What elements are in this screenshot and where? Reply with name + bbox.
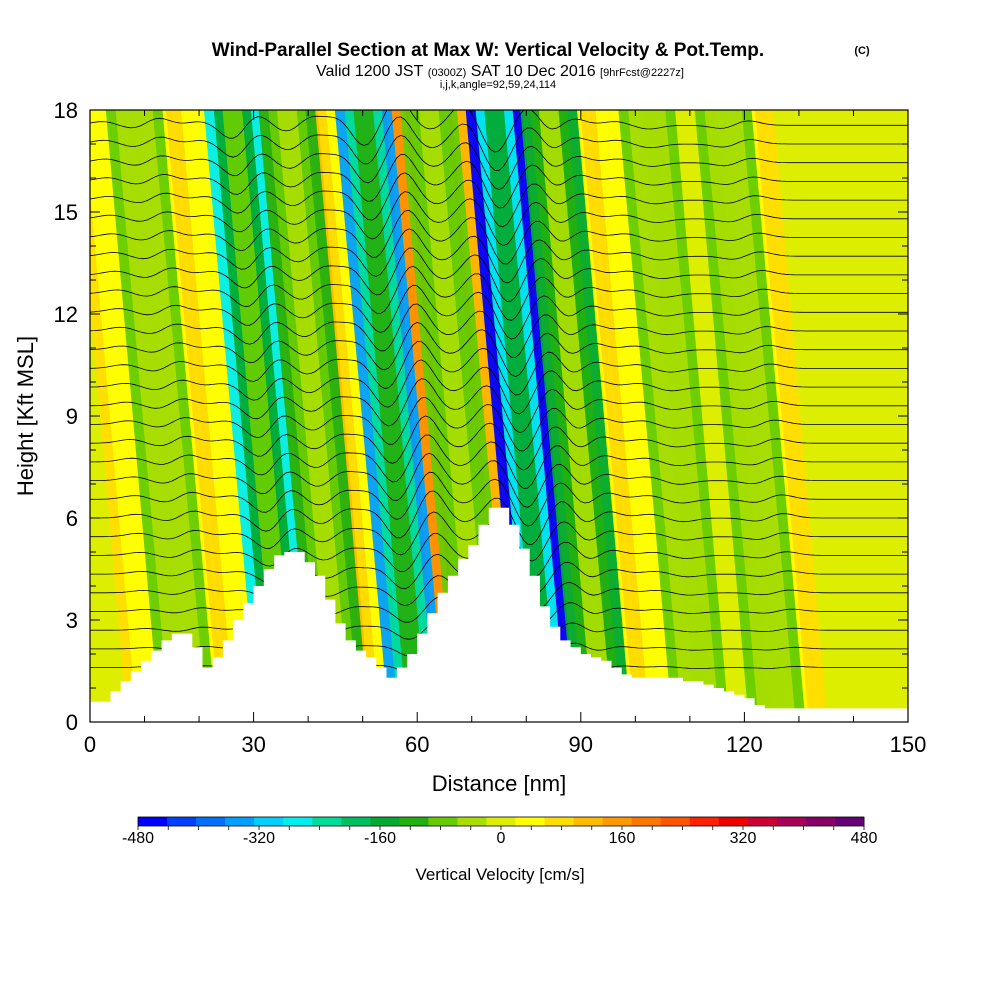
- isentrope-line: [90, 303, 908, 358]
- colorbar-swatch: [254, 817, 284, 826]
- colorbar-swatch: [660, 817, 691, 826]
- chart-subtitle: Valid 1200 JST (0300Z) SAT 10 Dec 2016 […: [316, 63, 684, 80]
- subtitle-forecast: [9hrFcst@2227z]: [600, 67, 684, 79]
- colorbar-tick-label: 160: [609, 830, 636, 847]
- isentrope-line: [90, 359, 908, 415]
- colorbar: -480 -320 -160 0 160 320 480: [122, 816, 878, 847]
- x-tick-label: 120: [726, 732, 763, 757]
- y-axis: 0 3 6 9 12 15 18: [54, 98, 908, 735]
- velocity-band: [538, 110, 613, 722]
- velocity-band: [704, 110, 796, 722]
- velocity-band: [277, 110, 351, 722]
- chart-title-mark: (C): [854, 45, 870, 57]
- x-axis: 0 30 60 90 120 150: [84, 110, 926, 757]
- colorbar-swatch: [631, 817, 662, 826]
- colorbar-swatch: [428, 817, 458, 826]
- isentrope-line: [90, 452, 908, 508]
- colorbar-swatch: [283, 817, 313, 826]
- y-tick-label: 18: [54, 98, 78, 123]
- colorbar-swatch: [486, 817, 516, 826]
- colorbar-swatch: [747, 817, 778, 826]
- isentrope-line: [90, 396, 908, 452]
- isentrope-line: [90, 191, 908, 247]
- colorbar-swatch: [399, 817, 429, 826]
- isentrope-line: [90, 434, 908, 489]
- colorbar-swatch: [225, 817, 255, 826]
- colorbar-swatch: [457, 817, 487, 826]
- y-tick-label: 3: [66, 608, 78, 633]
- colorbar-swatch: [573, 817, 604, 826]
- plot-area: [90, 110, 908, 722]
- colorbar-swatch: [167, 817, 197, 826]
- isentrope-line: [90, 284, 908, 340]
- subtitle-valid: Valid 1200 JST: [316, 63, 424, 80]
- colorbar-swatch: [718, 817, 749, 826]
- colorbar-tick-label: -320: [243, 830, 275, 847]
- x-tick-label: 0: [84, 732, 96, 757]
- colorbar-swatch: [805, 817, 836, 826]
- y-axis-label: Height [Kft MSL]: [13, 336, 38, 496]
- y-tick-label: 9: [66, 404, 78, 429]
- isentrope-line: [90, 116, 908, 171]
- isentrope-line: [90, 415, 908, 471]
- colorbar-label: Vertical Velocity [cm/s]: [415, 865, 584, 884]
- colorbar-swatch: [138, 817, 168, 826]
- y-tick-label: 6: [66, 506, 78, 531]
- colorbar-tick-label: 480: [851, 830, 878, 847]
- colorbar-swatch: [689, 817, 720, 826]
- isentrope-line: [90, 247, 908, 302]
- terrain: [90, 507, 908, 722]
- y-tick-label: 12: [54, 302, 78, 327]
- isentrope-line: [90, 471, 908, 527]
- x-tick-label: 150: [890, 732, 927, 757]
- colorbar-tick-label: 0: [497, 830, 506, 847]
- isentrope-line: [90, 321, 908, 378]
- colorbar-swatch: [602, 817, 633, 826]
- velocity-band: [115, 110, 207, 722]
- x-tick-label: 90: [569, 732, 593, 757]
- x-tick-label: 30: [241, 732, 265, 757]
- isentrope-line: [90, 265, 908, 321]
- colorbar-tick-label: -160: [364, 830, 396, 847]
- isentrope-line: [90, 378, 908, 434]
- chart-title: Wind-Parallel Section at Max W: Vertical…: [212, 40, 764, 61]
- velocity-band: [628, 110, 720, 722]
- isentrope-line: [90, 154, 908, 209]
- isentrope-line: [90, 172, 908, 228]
- subtitle-date: SAT 10 Dec 2016: [471, 63, 596, 80]
- colorbar-swatch: [544, 817, 574, 826]
- colorbar-swatch: [776, 817, 807, 826]
- colorbar-swatch: [196, 817, 226, 826]
- colorbar-swatch: [515, 817, 545, 826]
- isentrope-line: [90, 228, 908, 284]
- isentrope-line: [90, 134, 908, 191]
- y-tick-label: 0: [66, 710, 78, 735]
- x-tick-label: 60: [405, 732, 429, 757]
- isentrope-line: [90, 341, 908, 396]
- colorbar-swatch: [370, 817, 400, 826]
- index-line: i,j,k,angle=92,59,24,114: [440, 79, 556, 91]
- x-axis-label: Distance [nm]: [432, 771, 567, 796]
- isentrope-line: [90, 110, 908, 153]
- colorbar-swatch: [341, 817, 371, 826]
- y-tick-label: 15: [54, 200, 78, 225]
- colorbar-tick-label: -480: [122, 830, 154, 847]
- colorbar-swatch: [312, 817, 342, 826]
- isentrope-line: [90, 209, 908, 265]
- isentrope-line: [90, 490, 908, 546]
- subtitle-utc: (0300Z): [428, 67, 467, 79]
- colorbar-tick-label: 320: [730, 830, 757, 847]
- chart-title-block: Wind-Parallel Section at Max W: Vertical…: [212, 40, 870, 91]
- colorbar-swatch: [834, 817, 865, 826]
